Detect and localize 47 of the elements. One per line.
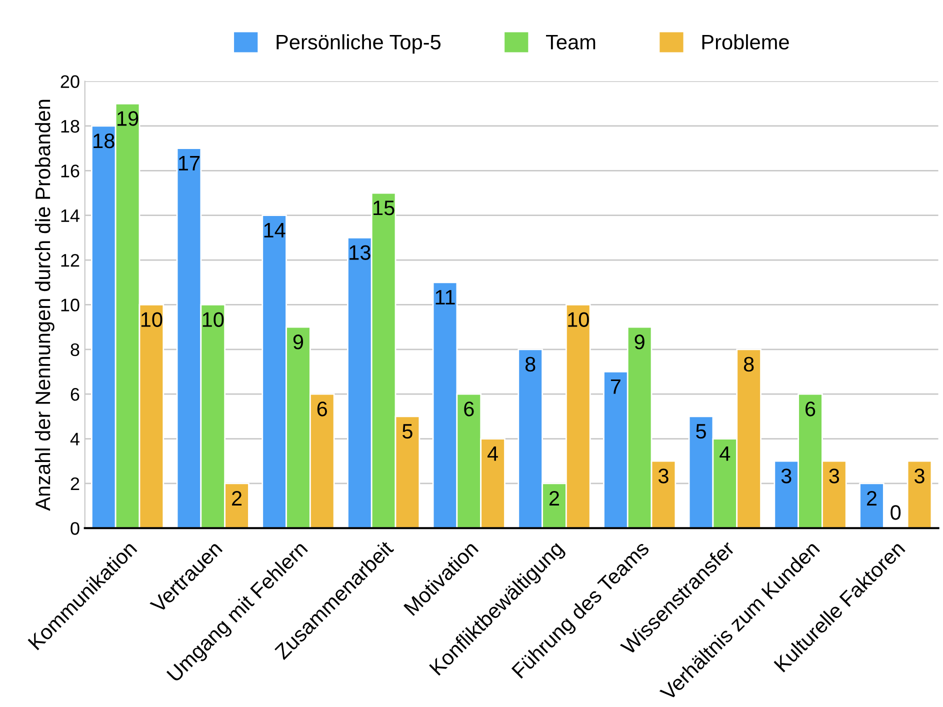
data-label: 9 xyxy=(293,334,304,350)
data-label: 3 xyxy=(829,468,840,484)
data-label: 9 xyxy=(634,334,644,350)
y-tick-label: 10 xyxy=(61,298,80,312)
data-label: 14 xyxy=(264,223,286,238)
y-axis-title: Anzahl der Nennungen durch die Probanden xyxy=(34,100,54,511)
data-label: 2 xyxy=(866,490,876,506)
data-label: 2 xyxy=(232,490,242,506)
data-label: 10 xyxy=(202,312,224,327)
data-label: 15 xyxy=(374,200,394,216)
data-label: 5 xyxy=(696,424,706,439)
data-label: 4 xyxy=(720,446,730,461)
y-tick-label: 2 xyxy=(70,477,80,490)
data-label: 19 xyxy=(118,111,138,126)
data-label: 17 xyxy=(178,156,200,170)
data-label: 3 xyxy=(658,468,668,484)
y-tick-label: 0 xyxy=(70,522,80,535)
data-label: 6 xyxy=(317,402,327,416)
y-tick-label: 4 xyxy=(70,432,80,446)
data-label: 3 xyxy=(781,468,792,484)
bar xyxy=(859,482,884,528)
y-tick-label: 6 xyxy=(70,388,80,401)
y-tick-label: 18 xyxy=(61,120,80,133)
legend-label: Team xyxy=(546,34,596,50)
bar xyxy=(906,460,932,528)
legend-label: Probleme xyxy=(702,34,789,50)
y-tick-label: 20 xyxy=(60,75,80,88)
data-label: 18 xyxy=(94,133,114,148)
data-label: 8 xyxy=(744,356,754,372)
data-label: 6 xyxy=(464,402,474,416)
data-label: 3 xyxy=(914,468,924,484)
y-tick-label: 12 xyxy=(61,254,80,267)
data-label: 8 xyxy=(525,356,536,372)
data-label: 7 xyxy=(610,379,620,394)
data-label: 4 xyxy=(487,446,498,461)
data-label: 6 xyxy=(806,402,816,416)
data-label: 0 xyxy=(890,505,901,520)
data-label: 11 xyxy=(436,290,455,304)
y-tick-label: 14 xyxy=(61,209,80,222)
data-label: 2 xyxy=(550,490,559,506)
data-label: 10 xyxy=(568,312,589,327)
legend-label: Persönliche Top-5 xyxy=(276,34,441,54)
data-label: 13 xyxy=(350,245,370,260)
y-tick-label: 8 xyxy=(70,343,80,356)
y-tick-label: 16 xyxy=(61,164,80,178)
data-label: 5 xyxy=(402,424,412,439)
data-label: 10 xyxy=(141,312,162,327)
